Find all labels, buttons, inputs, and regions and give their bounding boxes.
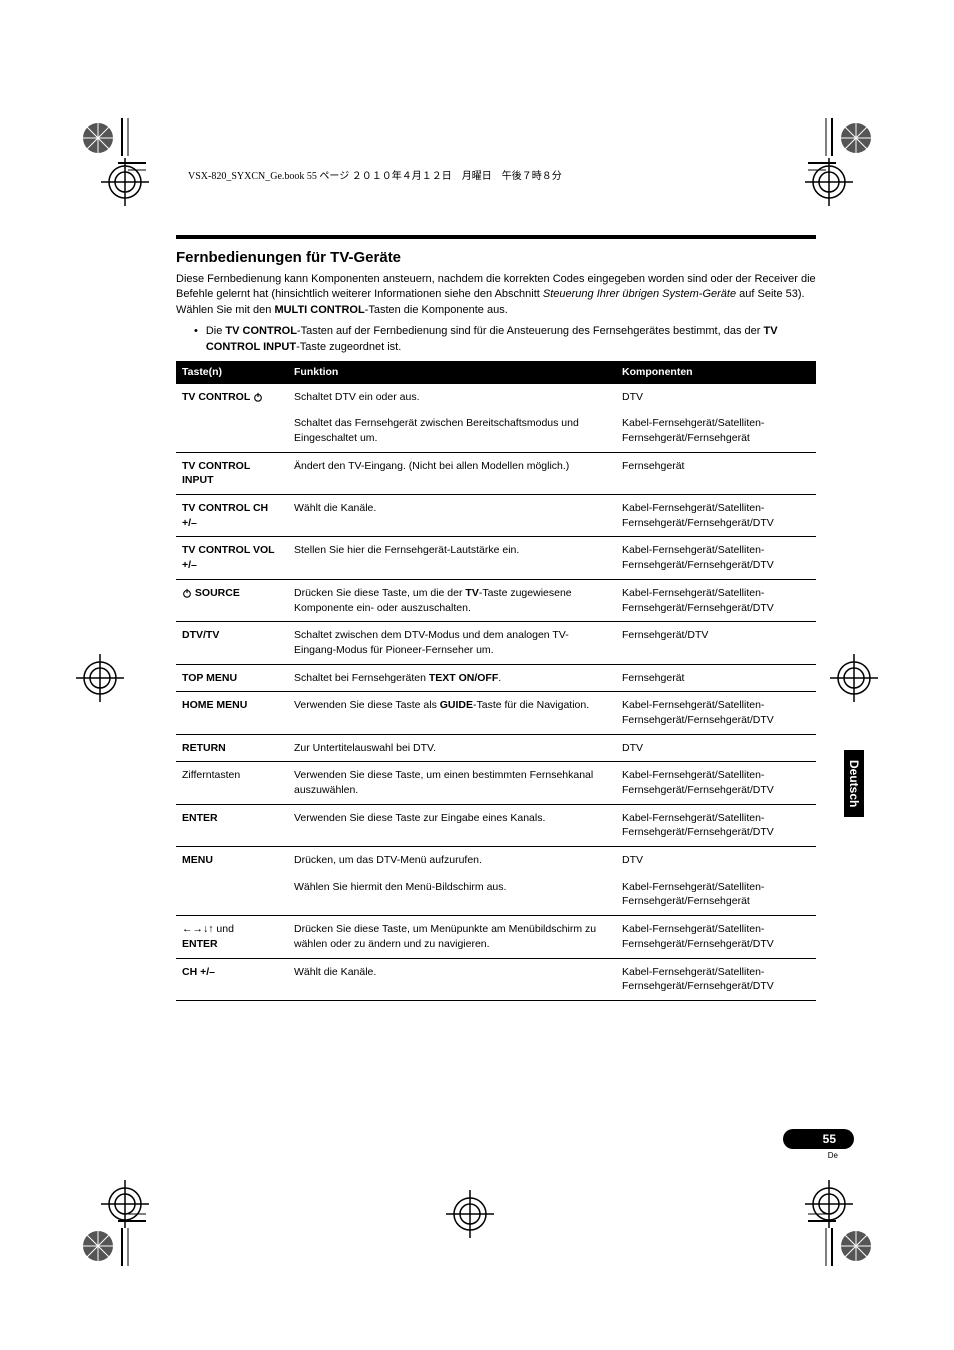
cell-function: Verwenden Sie diese Taste zur Eingabe ei… [288, 804, 616, 846]
cell-function: Wählt die Kanäle. [288, 495, 616, 537]
cell-components: Kabel-Fernsehgerät/Satelliten-Fernsehger… [616, 916, 816, 958]
cell-function: Verwenden Sie diese Taste als GUIDE-Tast… [288, 692, 616, 734]
cell-key: CH +/– [176, 958, 288, 1000]
cell-function: Stellen Sie hier die Fernsehgerät-Lautst… [288, 537, 616, 579]
language-tab: Deutsch [844, 750, 864, 817]
cell-components: Fernsehgerät [616, 664, 816, 692]
header-japanese-text: VSX-820_SYXCN_Ge.book 55 ページ ２０１０年４月１２日 … [188, 167, 562, 182]
cell-key: TV CONTROL CH +/– [176, 495, 288, 537]
table-row: RETURNZur Untertitelauswahl bei DTV.DTV [176, 734, 816, 762]
cell-function: Schaltet zwischen dem DTV-Modus und dem … [288, 622, 616, 664]
page-number: 55 [783, 1129, 854, 1149]
cell-function: Ändert den TV-Eingang. (Nicht bei allen … [288, 452, 616, 494]
cell-components: Kabel-Fernsehgerät/Satelliten-Fernsehger… [616, 804, 816, 846]
page-number-badge: 55 De [783, 1129, 854, 1160]
cell-key: Zifferntasten [176, 762, 288, 804]
cell-key [176, 874, 288, 916]
cell-components: DTV [616, 384, 816, 411]
table-row: TV CONTROL CH +/–Wählt die Kanäle.Kabel-… [176, 495, 816, 537]
cell-function: Schaltet bei Fernsehgeräten TEXT ON/OFF. [288, 664, 616, 692]
table-row: HOME MENUVerwenden Sie diese Taste als G… [176, 692, 816, 734]
cell-components: Kabel-Fernsehgerät/Satelliten-Fernsehger… [616, 958, 816, 1000]
cell-components: Kabel-Fernsehgerät/Satelliten-Fernsehger… [616, 495, 816, 537]
header-key: Taste(n) [176, 361, 288, 384]
section-title: Fernbedienungen für TV-Geräte [176, 249, 816, 266]
table-row: Schaltet das Fernsehgerät zwischen Berei… [176, 410, 816, 452]
cell-function: Schaltet das Fernsehgerät zwischen Berei… [288, 410, 616, 452]
cell-function: Schaltet DTV ein oder aus. [288, 384, 616, 411]
cell-function: Zur Untertitelauswahl bei DTV. [288, 734, 616, 762]
cell-components: DTV [616, 847, 816, 874]
horizontal-rule [176, 235, 816, 239]
cell-components: Kabel-Fernsehgerät/Satelliten-Fernsehger… [616, 579, 816, 621]
cell-key: MENU [176, 847, 288, 874]
cell-function: Drücken Sie diese Taste, um die der TV-T… [288, 579, 616, 621]
cell-components: Fernsehgerät [616, 452, 816, 494]
cell-key: TOP MENU [176, 664, 288, 692]
cell-key: RETURN [176, 734, 288, 762]
cell-key: TV CONTROL INPUT [176, 452, 288, 494]
table-row: CH +/–Wählt die Kanäle.Kabel-Fernsehgerä… [176, 958, 816, 1000]
cell-key [176, 410, 288, 452]
cell-key: TV CONTROL VOL +/– [176, 537, 288, 579]
table-row: TV CONTROL VOL +/–Stellen Sie hier die F… [176, 537, 816, 579]
page-content: Fernbedienungen für TV-Geräte Diese Fern… [176, 235, 816, 1001]
table-row: TV CONTROL INPUTÄndert den TV-Eingang. (… [176, 452, 816, 494]
table-row: SOURCEDrücken Sie diese Taste, um die de… [176, 579, 816, 621]
table-row: TV CONTROL Schaltet DTV ein oder aus.DTV [176, 384, 816, 411]
remote-functions-table: Taste(n) Funktion Komponenten TV CONTROL… [176, 361, 816, 1001]
page-language-code: De [783, 1151, 838, 1160]
cell-components: Kabel-Fernsehgerät/Satelliten-Fernsehger… [616, 692, 816, 734]
cell-key: SOURCE [176, 579, 288, 621]
header-function: Funktion [288, 361, 616, 384]
table-row: ←→↓↑ undENTERDrücken Sie diese Taste, um… [176, 916, 816, 958]
table-row: ZifferntastenVerwenden Sie diese Taste, … [176, 762, 816, 804]
cell-function: Drücken, um das DTV-Menü aufzurufen. [288, 847, 616, 874]
cell-function: Wählt die Kanäle. [288, 958, 616, 1000]
cell-components: Fernsehgerät/DTV [616, 622, 816, 664]
table-row: TOP MENUSchaltet bei Fernsehgeräten TEXT… [176, 664, 816, 692]
cell-components: DTV [616, 734, 816, 762]
table-row: Wählen Sie hiermit den Menü-Bildschirm a… [176, 874, 816, 916]
cell-function: Wählen Sie hiermit den Menü-Bildschirm a… [288, 874, 616, 916]
cell-key: ←→↓↑ undENTER [176, 916, 288, 958]
cell-components: Kabel-Fernsehgerät/Satelliten-Fernsehger… [616, 537, 816, 579]
intro-paragraph: Diese Fernbedienung kann Komponenten ans… [176, 272, 816, 318]
table-row: MENUDrücken, um das DTV-Menü aufzurufen.… [176, 847, 816, 874]
cell-components: Kabel-Fernsehgerät/Satelliten-Fernsehger… [616, 874, 816, 916]
table-header-row: Taste(n) Funktion Komponenten [176, 361, 816, 384]
cell-key: ENTER [176, 804, 288, 846]
table-row: DTV/TVSchaltet zwischen dem DTV-Modus un… [176, 622, 816, 664]
header-components: Komponenten [616, 361, 816, 384]
bullet-note: • Die TV CONTROL-Tasten auf der Fernbedi… [194, 324, 816, 355]
table-row: ENTERVerwenden Sie diese Taste zur Einga… [176, 804, 816, 846]
cell-key: DTV/TV [176, 622, 288, 664]
cell-components: Kabel-Fernsehgerät/Satelliten-Fernsehger… [616, 410, 816, 452]
cell-function: Verwenden Sie diese Taste, um einen best… [288, 762, 616, 804]
cell-function: Drücken Sie diese Taste, um Menüpunkte a… [288, 916, 616, 958]
cell-components: Kabel-Fernsehgerät/Satelliten-Fernsehger… [616, 762, 816, 804]
cell-key: TV CONTROL [176, 384, 288, 411]
cell-key: HOME MENU [176, 692, 288, 734]
